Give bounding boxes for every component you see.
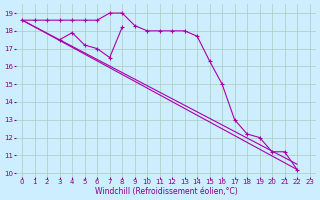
X-axis label: Windchill (Refroidissement éolien,°C): Windchill (Refroidissement éolien,°C) (94, 187, 237, 196)
